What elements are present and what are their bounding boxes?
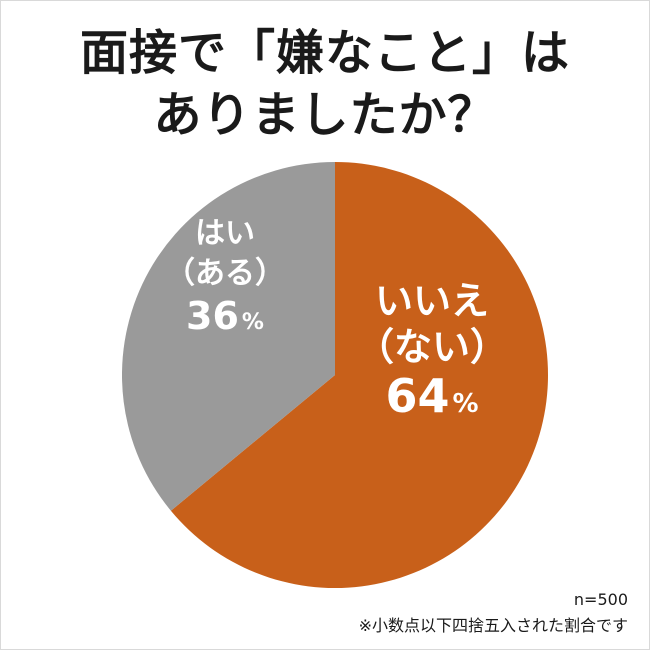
slice-label-no-line-2: （ない） [356, 325, 508, 369]
chart-title: 面接で「嫌なこと」は ありましたか？ [0, 22, 650, 146]
pie-slice-no [170, 162, 548, 588]
slice-value-no: 64% [385, 369, 478, 423]
footnote: ※小数点以下四捨五入された割合です [358, 616, 628, 635]
slice-label-yes-line-2: （ある） [165, 256, 285, 291]
pie-slices [122, 162, 548, 588]
pie-labels: いいえ（ない）64 % はい （ある）36% [165, 216, 508, 423]
sample-size: n=500 [573, 590, 628, 609]
title-line-2: ありましたか？ [153, 87, 497, 143]
slice-label-yes-line-1: はい [195, 216, 255, 251]
title-line-1: 面接で「嫌なこと」は [79, 25, 570, 81]
slice-label-no-line-1: いいえ [375, 279, 489, 323]
pie-slice-yes [122, 162, 335, 511]
slice-value-yes: 36% [186, 294, 264, 338]
